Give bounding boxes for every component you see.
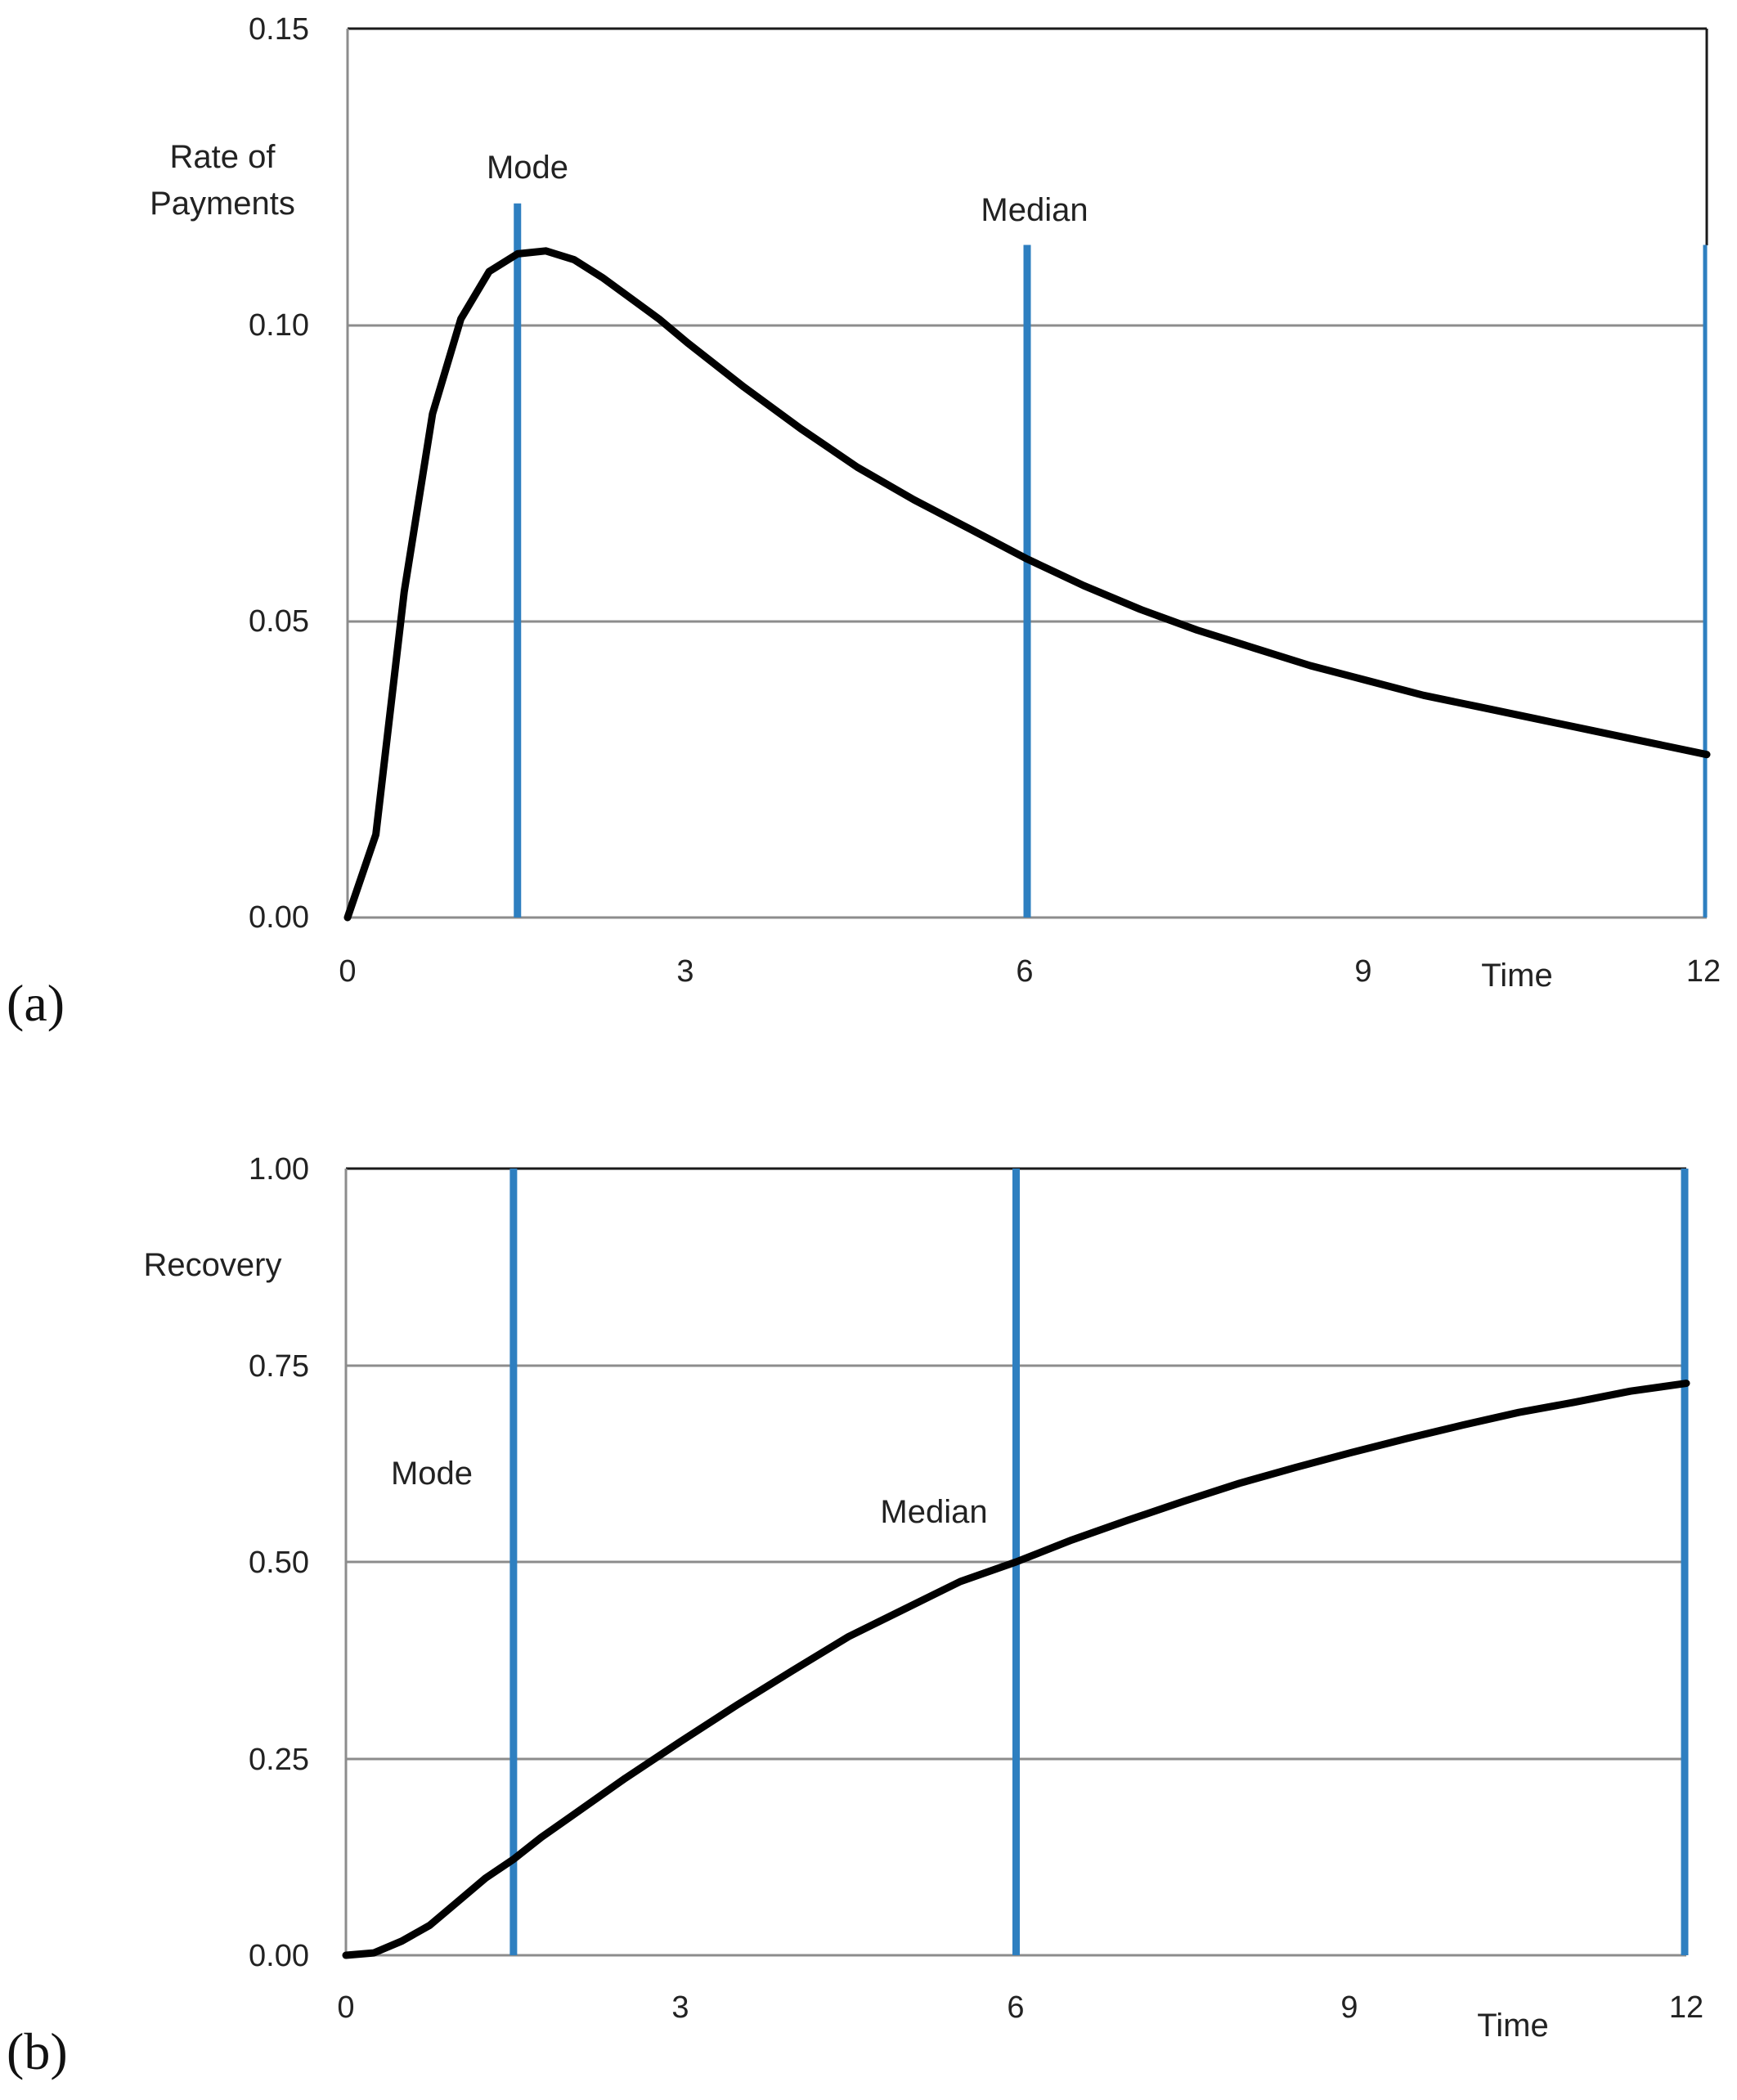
- y-tick-label-a-0.00: 0.00: [249, 900, 309, 935]
- x-tick-label-a-0: 0: [339, 954, 356, 989]
- x-tick-label-a-6: 6: [1016, 954, 1033, 989]
- ylabel-b: Recovery: [144, 1247, 282, 1283]
- xlabel-a: Time: [1481, 958, 1552, 994]
- ylabel-a-line-1: Rate of: [170, 139, 276, 175]
- median-label-a: Median: [981, 192, 1088, 228]
- y-tick-label-b-1.00: 1.00: [249, 1152, 309, 1187]
- y-tick-label-b-0.25: 0.25: [249, 1743, 309, 1777]
- panel-label-b: (b): [7, 2022, 68, 2080]
- y-tick-label-b-0.75: 0.75: [249, 1349, 309, 1384]
- panel-a: (a) Rate of Payments Time 0.15 0.10 0.05…: [7, 12, 1721, 1032]
- xlabel-b: Time: [1477, 2008, 1548, 2044]
- y-tick-label-a-0.05: 0.05: [249, 604, 309, 639]
- y-tick-label-b-0.00: 0.00: [249, 1939, 309, 1973]
- y-tick-label-b-0.50: 0.50: [249, 1546, 309, 1580]
- median-label-b: Median: [880, 1494, 987, 1530]
- panel-b: (b) Recovery Time 1.00 0.75 0.50 0.25 0.…: [7, 1152, 1703, 2080]
- x-tick-label-b-6: 6: [1007, 1990, 1024, 2025]
- mode-label-b: Mode: [391, 1456, 473, 1492]
- x-tick-label-b-9: 9: [1340, 1990, 1358, 2025]
- rate-of-payments-curve: [343, 247, 1711, 922]
- x-tick-label-a-12: 12: [1686, 954, 1721, 989]
- mode-label-a: Mode: [487, 150, 568, 186]
- x-tick-label-b-0: 0: [337, 1990, 354, 2025]
- x-tick-label-a-3: 3: [676, 954, 693, 989]
- y-tick-label-a-0.10: 0.10: [249, 308, 309, 343]
- recovery-curve: [342, 1380, 1690, 1959]
- ylabel-a-line-2: Payments: [150, 186, 295, 222]
- x-tick-label-b-3: 3: [671, 1990, 689, 2025]
- x-tick-label-b-12: 12: [1669, 1990, 1703, 2025]
- panel-label-a: (a): [7, 974, 65, 1032]
- x-tick-label-a-9: 9: [1354, 954, 1371, 989]
- y-tick-label-a-0.15: 0.15: [249, 12, 309, 47]
